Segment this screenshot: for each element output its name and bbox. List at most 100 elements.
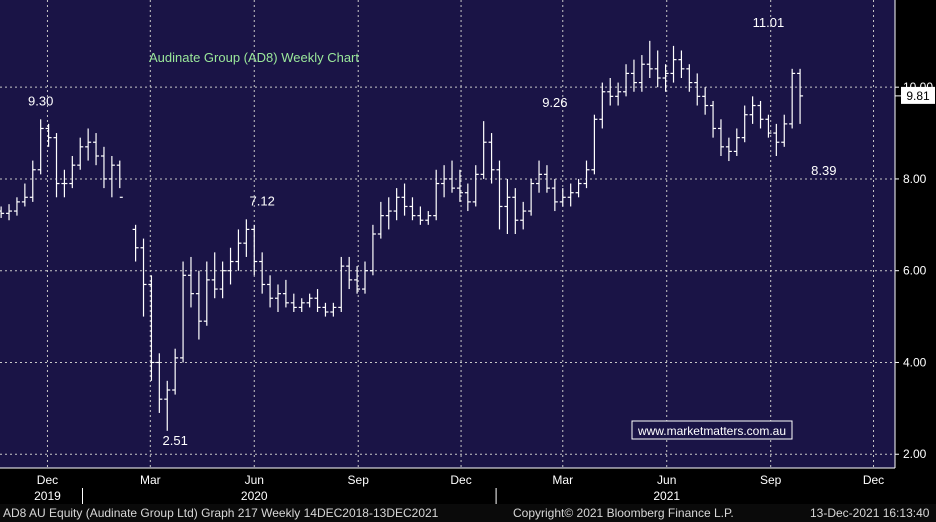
ohlc-bar <box>409 197 416 221</box>
ohlc-bar <box>686 64 693 92</box>
annotation-label: 7.12 <box>250 193 275 208</box>
ohlc-bar <box>520 201 527 230</box>
x-month-label: Dec <box>37 473 58 487</box>
annotation-label: 2.51 <box>163 433 188 448</box>
ohlc-bar <box>362 261 369 294</box>
ohlc-bar <box>646 40 653 78</box>
x-month-label: Sep <box>760 473 782 487</box>
ohlc-bar <box>543 165 550 193</box>
y-tick-label: 6.00 <box>903 264 927 278</box>
ohlc-bar <box>575 178 582 198</box>
ohlc-bar <box>789 68 796 129</box>
ohlc-bar <box>282 279 289 308</box>
ohlc-bar <box>203 261 210 326</box>
ohlc-bar <box>607 78 614 106</box>
ohlc-bar <box>290 293 297 312</box>
x-month-label: Jun <box>657 473 676 487</box>
ohlc-bar <box>559 188 566 207</box>
y-tick-label: 4.00 <box>903 355 927 369</box>
x-year-label: 2020 <box>241 489 268 503</box>
price-chart: 2.004.006.008.0010.00 DecMarJunSepDecMar… <box>0 0 936 504</box>
ohlc-bar <box>187 256 194 308</box>
ohlc-bar <box>456 169 463 202</box>
ohlc-bar <box>338 256 345 312</box>
ohlc-bar <box>615 82 622 106</box>
ohlc-bar <box>172 348 179 395</box>
ohlc-bar <box>100 146 107 189</box>
ohlc-bar <box>551 178 558 212</box>
ohlc-bar <box>148 275 155 381</box>
ohlc-bar <box>116 160 123 198</box>
ohlc-bar <box>354 266 361 294</box>
x-month-label: Jun <box>245 473 264 487</box>
ohlc-bar <box>259 252 266 294</box>
ohlc-bar <box>69 156 76 189</box>
ohlc-bar <box>314 289 321 312</box>
website-link[interactable]: www.marketmatters.com.au <box>637 424 786 438</box>
ohlc-bar <box>108 156 115 198</box>
ohlc-bar <box>472 165 479 207</box>
ohlc-bar <box>638 55 645 92</box>
ohlc-bar <box>662 64 669 92</box>
ohlc-bar <box>725 137 732 162</box>
annotation-label: 9.30 <box>28 93 53 108</box>
plot-background <box>0 0 895 468</box>
footer-left: AD8 AU Equity (Audinate Group Ltd) Graph… <box>3 506 439 520</box>
website-box[interactable]: www.marketmatters.com.au <box>631 420 793 440</box>
annotation-label: 11.01 <box>753 15 785 30</box>
x-month-label: Mar <box>552 473 573 487</box>
ohlc-bar <box>717 119 724 156</box>
ohlc-bar <box>694 73 701 106</box>
ohlc-bar <box>13 197 20 216</box>
ohlc-bar <box>164 380 171 431</box>
ohlc-bar <box>702 87 709 115</box>
ohlc-bar <box>53 133 60 198</box>
ohlc-bar <box>243 219 250 257</box>
ohlc-bar <box>140 238 147 317</box>
ohlc-bar <box>369 224 376 276</box>
ohlc-bar <box>45 123 52 147</box>
ohlc-bar <box>781 114 788 147</box>
ohlc-bar <box>654 50 661 88</box>
ohlc-bar <box>797 68 804 124</box>
ohlc-bar <box>85 128 92 161</box>
last-price-badge: 9.81 <box>901 86 935 104</box>
ohlc-bar <box>670 45 677 83</box>
x-axis: Dec Mar Jun Sep Dec Mar Jun Sep Dec 2019 2020 2021 <box>0 467 895 504</box>
ohlc-bar <box>346 256 353 290</box>
x-month-label: Dec <box>450 473 471 487</box>
price-bars <box>0 40 804 431</box>
ohlc-bar <box>29 160 36 202</box>
ohlc-bar <box>6 204 13 221</box>
ohlc-bar <box>488 133 495 184</box>
x-month-label: Mar <box>140 473 161 487</box>
ohlc-bar <box>433 169 440 221</box>
ohlc-bar <box>156 353 163 413</box>
ohlc-bar <box>0 206 5 218</box>
ohlc-bar <box>377 201 384 239</box>
ohlc-bar <box>385 197 392 230</box>
ohlc-bar <box>425 211 432 225</box>
ohlc-bar <box>298 298 305 312</box>
annotation-label: 8.39 <box>811 163 836 178</box>
ohlc-bar <box>591 114 598 175</box>
ohlc-bar <box>765 114 772 138</box>
ohlc-bar <box>227 247 234 285</box>
ohlc-bar <box>393 188 400 221</box>
last-price-label: 9.81 <box>906 89 930 103</box>
ohlc-bar <box>61 169 68 198</box>
ohlc-bar <box>37 119 44 175</box>
ohlc-bar <box>132 224 139 262</box>
chart-title: Audinate Group (AD8) Weekly Chart <box>149 50 359 65</box>
ohlc-bar <box>464 183 471 212</box>
ohlc-bar <box>567 183 574 207</box>
ohlc-bar <box>180 261 187 363</box>
ohlc-bar <box>401 183 408 216</box>
ohlc-bar <box>441 165 448 198</box>
ohlc-bar <box>267 275 274 308</box>
ohlc-bar <box>757 100 764 129</box>
ohlc-bar <box>93 133 100 166</box>
x-month-label: Dec <box>863 473 884 487</box>
ohlc-bar <box>21 183 28 207</box>
x-axis-background <box>0 468 895 504</box>
